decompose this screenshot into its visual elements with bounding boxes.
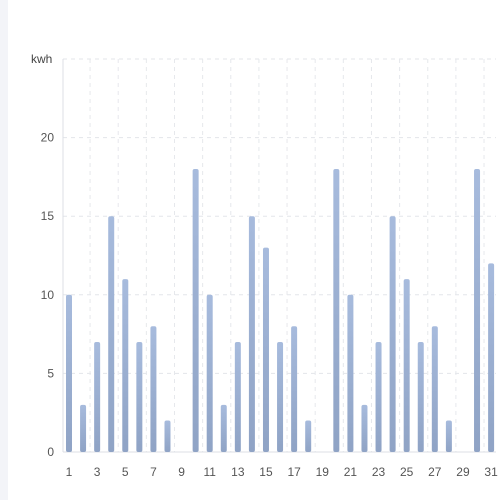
bar-day-6 <box>136 341 143 452</box>
bar-day-5 <box>122 279 129 452</box>
bar-day-22 <box>361 404 368 452</box>
bar-day-12 <box>220 404 227 452</box>
bar-day-23 <box>375 341 382 452</box>
y-tick-label: 10 <box>41 288 55 302</box>
x-tick-label: 7 <box>150 465 157 479</box>
x-tick-label: 11 <box>203 465 216 479</box>
x-tick-label: 13 <box>231 465 245 479</box>
bar-day-2 <box>80 404 87 452</box>
bar-day-24 <box>389 216 396 452</box>
x-tick-label: 25 <box>400 465 414 479</box>
x-tick-label: 17 <box>287 465 301 479</box>
bar-day-13 <box>234 341 241 452</box>
bar-day-30 <box>474 169 481 453</box>
x-tick-label: 21 <box>344 465 358 479</box>
grid-lines <box>63 58 496 452</box>
bar-day-15 <box>262 247 269 452</box>
y-tick-label: 0 <box>47 445 54 459</box>
x-tick-label: 9 <box>178 465 185 479</box>
bar-day-26 <box>417 341 424 452</box>
bar-day-3 <box>94 341 101 452</box>
x-tick-label: 15 <box>259 465 273 479</box>
bar-day-10 <box>192 169 199 453</box>
chart-card: kwh 0 5 10 15 20 1 3 5 7 9 11 13 15 17 19 21 23 25 27 29 31 <box>8 0 500 500</box>
bar-day-21 <box>347 294 354 452</box>
x-tick-label: 1 <box>66 465 73 479</box>
bar-day-8 <box>164 420 171 452</box>
x-tick-label: 3 <box>94 465 101 479</box>
bar-day-14 <box>248 216 255 452</box>
bar-day-7 <box>150 326 157 452</box>
x-tick-label: 19 <box>316 465 330 479</box>
x-tick-label: 31 <box>484 465 498 479</box>
y-tick-label: 20 <box>41 131 55 145</box>
y-tick-label: 15 <box>41 209 55 223</box>
bar-day-31 <box>488 263 495 452</box>
bar-day-27 <box>431 326 438 452</box>
x-tick-label: 29 <box>456 465 470 479</box>
bar-day-25 <box>403 279 410 452</box>
bar-day-17 <box>291 326 298 452</box>
bar-day-4 <box>108 216 115 452</box>
y-tick-label: 5 <box>47 366 54 380</box>
y-axis-unit-label: kwh <box>31 52 52 66</box>
bar-day-18 <box>305 420 312 452</box>
bars <box>66 169 495 453</box>
x-tick-label: 5 <box>122 465 129 479</box>
x-tick-labels: 1 3 5 7 9 11 13 15 17 19 21 23 25 27 29 31 <box>66 465 498 479</box>
bar-day-11 <box>206 294 213 452</box>
x-tick-label: 23 <box>372 465 386 479</box>
bar-day-20 <box>333 169 340 453</box>
bar-day-28 <box>445 420 452 452</box>
bar-day-16 <box>277 341 284 452</box>
y-tick-labels: 0 5 10 15 20 <box>41 131 55 459</box>
bar-day-1 <box>66 294 72 452</box>
x-tick-label: 27 <box>428 465 442 479</box>
